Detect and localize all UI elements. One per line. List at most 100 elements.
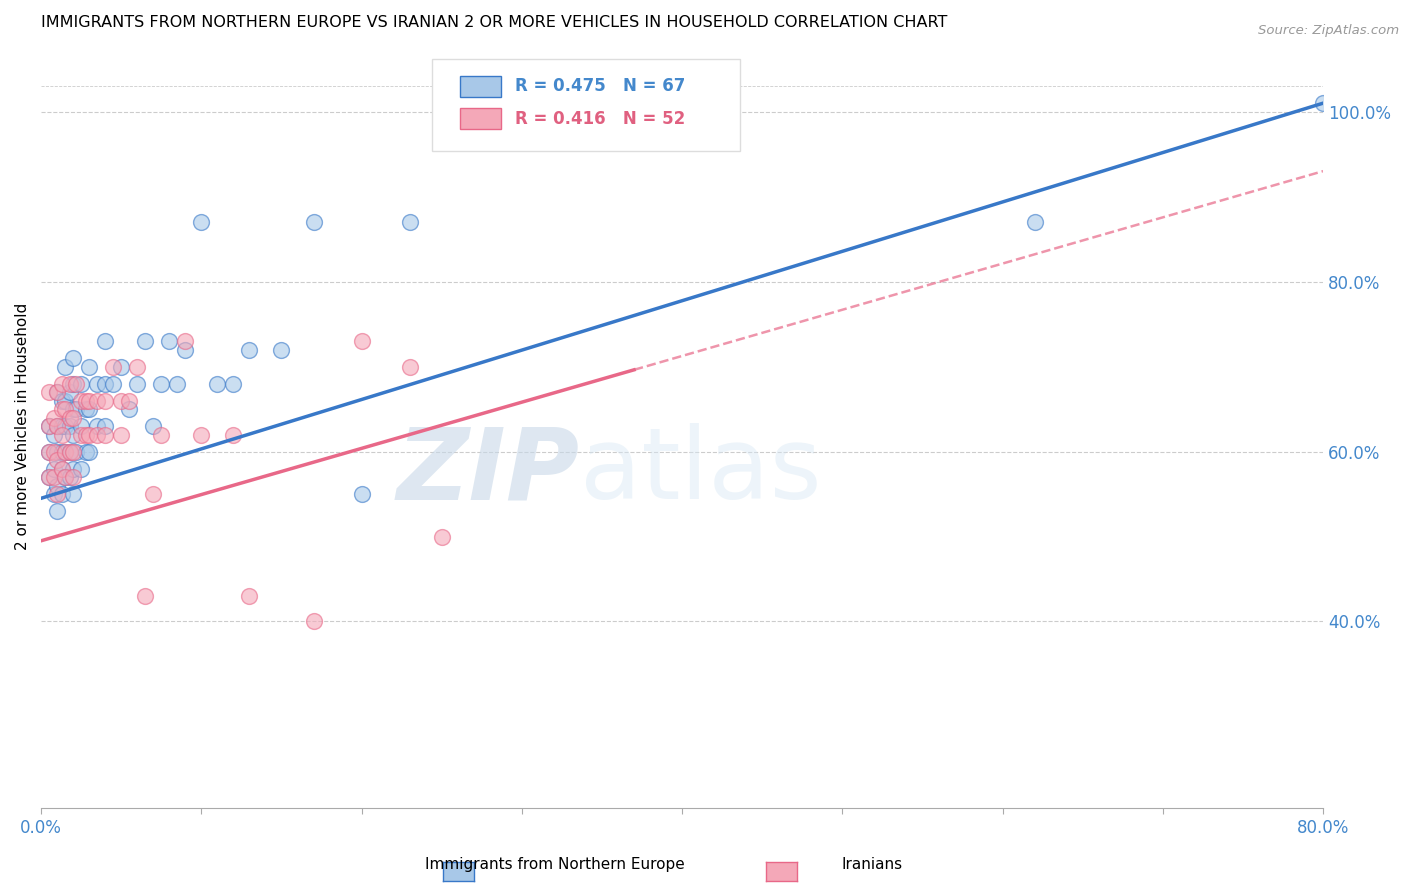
Point <box>75 427 97 442</box>
Point <box>110 359 132 374</box>
Point <box>65 444 87 458</box>
Point <box>38 470 60 484</box>
Point <box>51 402 73 417</box>
Point <box>46 385 69 400</box>
Point <box>77 444 100 458</box>
Point <box>1312 96 1334 111</box>
Point <box>77 402 100 417</box>
Point <box>86 419 108 434</box>
Point <box>190 427 212 442</box>
Point <box>42 470 65 484</box>
Point <box>398 215 420 229</box>
Point <box>150 427 173 442</box>
Point <box>70 376 93 391</box>
Point <box>110 427 132 442</box>
FancyBboxPatch shape <box>460 108 502 129</box>
Point <box>86 376 108 391</box>
Point <box>70 427 93 442</box>
Point <box>59 419 82 434</box>
Point <box>62 376 84 391</box>
Point <box>94 419 117 434</box>
Point <box>62 487 84 501</box>
Point <box>623 96 645 111</box>
Point <box>42 461 65 475</box>
Point <box>59 444 82 458</box>
Point <box>398 359 420 374</box>
Point <box>1024 215 1046 229</box>
Text: R = 0.416   N = 52: R = 0.416 N = 52 <box>516 110 686 128</box>
Point <box>94 427 117 442</box>
Point <box>38 385 60 400</box>
Point <box>302 215 325 229</box>
Point <box>46 444 69 458</box>
Point <box>62 410 84 425</box>
Point <box>70 393 93 408</box>
Point <box>46 453 69 467</box>
Point <box>86 393 108 408</box>
Point <box>38 419 60 434</box>
Point <box>94 393 117 408</box>
Point <box>110 393 132 408</box>
Point <box>70 419 93 434</box>
Point <box>222 427 245 442</box>
Point <box>65 376 87 391</box>
Point <box>671 104 693 119</box>
Point <box>46 504 69 518</box>
Point <box>59 410 82 425</box>
Point <box>134 334 156 348</box>
Point <box>62 402 84 417</box>
Point <box>94 376 117 391</box>
Point <box>207 376 229 391</box>
Point <box>75 393 97 408</box>
Point <box>174 334 197 348</box>
Point <box>42 427 65 442</box>
Point <box>157 334 180 348</box>
Point <box>127 359 149 374</box>
Point <box>70 461 93 475</box>
Point <box>53 393 76 408</box>
Point <box>62 351 84 365</box>
Point <box>150 376 173 391</box>
Point <box>103 359 125 374</box>
Point <box>62 444 84 458</box>
Text: Source: ZipAtlas.com: Source: ZipAtlas.com <box>1258 24 1399 37</box>
Point <box>75 444 97 458</box>
Point <box>53 359 76 374</box>
Point <box>270 343 292 357</box>
Point <box>77 427 100 442</box>
Point <box>53 470 76 484</box>
Point <box>350 334 373 348</box>
Y-axis label: 2 or more Vehicles in Household: 2 or more Vehicles in Household <box>15 302 30 549</box>
Point <box>53 419 76 434</box>
Point <box>77 359 100 374</box>
Point <box>38 444 60 458</box>
Point <box>53 444 76 458</box>
Point <box>51 444 73 458</box>
Point <box>62 461 84 475</box>
Point <box>51 461 73 475</box>
Point <box>142 419 165 434</box>
Point <box>350 487 373 501</box>
Point <box>38 470 60 484</box>
Point <box>77 393 100 408</box>
Text: IMMIGRANTS FROM NORTHERN EUROPE VS IRANIAN 2 OR MORE VEHICLES IN HOUSEHOLD CORRE: IMMIGRANTS FROM NORTHERN EUROPE VS IRANI… <box>41 15 948 30</box>
Point <box>430 529 453 543</box>
Point <box>46 419 69 434</box>
Point <box>94 334 117 348</box>
Point <box>142 487 165 501</box>
Point <box>46 478 69 492</box>
Text: ZIP: ZIP <box>396 424 579 520</box>
Point <box>86 427 108 442</box>
FancyBboxPatch shape <box>460 76 502 97</box>
Point <box>59 470 82 484</box>
Point <box>59 444 82 458</box>
Point <box>75 402 97 417</box>
Point <box>51 487 73 501</box>
Point <box>42 410 65 425</box>
Point <box>62 470 84 484</box>
Point <box>53 470 76 484</box>
Text: atlas: atlas <box>579 424 821 520</box>
Point <box>174 343 197 357</box>
Point <box>53 444 76 458</box>
Point <box>53 402 76 417</box>
